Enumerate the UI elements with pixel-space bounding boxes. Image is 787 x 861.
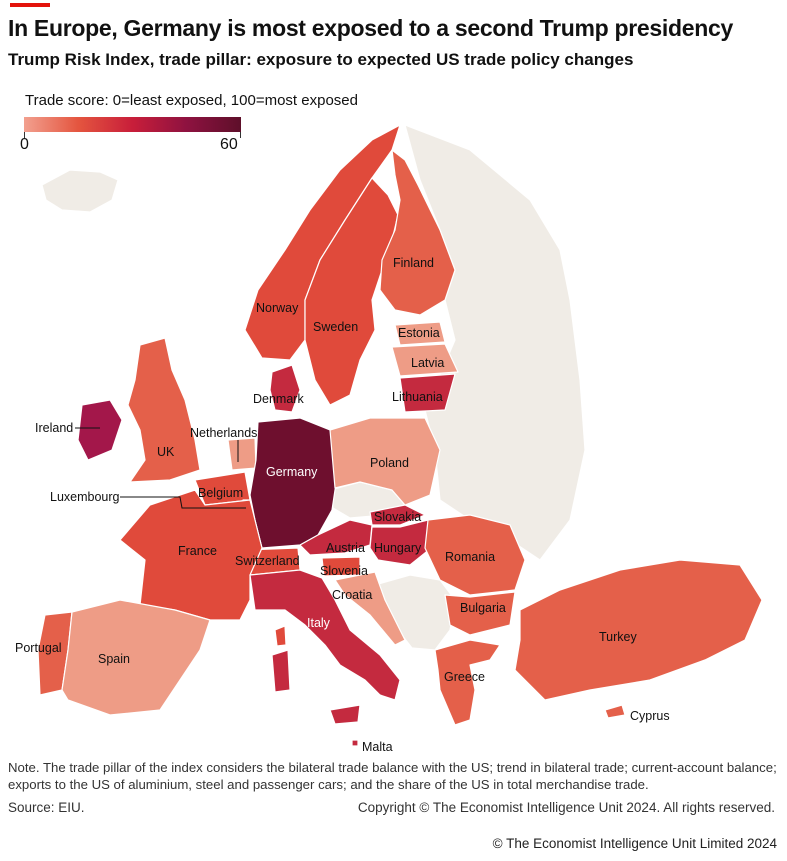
label-ireland: Ireland: [35, 421, 73, 435]
label-lithuania: Lithuania: [392, 390, 443, 404]
label-portugal: Portugal: [15, 641, 62, 655]
brand-accent-bar: [10, 3, 50, 7]
footer-credit: © The Economist Intelligence Unit Limite…: [492, 836, 777, 851]
region-italy: [249, 569, 401, 701]
label-luxembourg: Luxembourg: [50, 490, 120, 504]
region-slovakia: [369, 504, 426, 526]
region-spain: [61, 599, 211, 716]
label-belgium: Belgium: [198, 486, 243, 500]
label-germany: Germany: [266, 465, 318, 479]
legend-tick-min: [24, 132, 25, 138]
chart-source: Source: EIU.: [8, 800, 85, 815]
label-denmark: Denmark: [253, 392, 304, 406]
region-croatia: [334, 571, 406, 646]
region-ireland: [77, 399, 123, 461]
label-turkey: Turkey: [599, 630, 637, 644]
label-slovenia: Slovenia: [320, 564, 368, 578]
region-lithuania: [399, 373, 456, 413]
label-austria: Austria: [326, 541, 365, 555]
legend-title: Trade score: 0=least exposed, 100=most e…: [25, 92, 358, 109]
label-italy: Italy: [307, 616, 331, 630]
label-france: France: [178, 544, 217, 558]
chart-subtitle: Trump Risk Index, trade pillar: exposure…: [8, 50, 634, 69]
label-finland: Finland: [393, 256, 434, 270]
label-spain: Spain: [98, 652, 130, 666]
label-greece: Greece: [444, 670, 485, 684]
region-corsica: [274, 625, 287, 647]
label-latvia: Latvia: [411, 356, 444, 370]
label-bulgaria: Bulgaria: [460, 601, 506, 615]
chart-note: Note. The trade pillar of the index cons…: [8, 760, 777, 792]
label-slovakia: Slovakia: [374, 510, 421, 524]
region-estonia: [394, 321, 446, 346]
label-romania: Romania: [445, 550, 495, 564]
region-denmark: [269, 364, 301, 413]
region-turkey: [514, 559, 763, 701]
legend-max-label: 60: [220, 136, 238, 153]
region-poland: [329, 417, 441, 506]
legend-tick-max: [240, 132, 241, 138]
label-uk: UK: [157, 445, 175, 459]
label-cyprus: Cyprus: [630, 709, 670, 723]
region-cyprus: [604, 704, 626, 719]
legend-min-label: 0: [20, 136, 29, 153]
region-finland: [379, 149, 456, 316]
region-netherlands: [227, 437, 257, 471]
label-switzerland: Switzerland: [235, 554, 300, 568]
label-sweden: Sweden: [313, 320, 358, 334]
region-sardinia: [271, 649, 291, 693]
luxembourg-leader-line: [120, 496, 246, 509]
label-norway: Norway: [256, 301, 299, 315]
region-hungary: [369, 519, 436, 566]
label-malta: Malta: [362, 740, 393, 754]
label-estonia: Estonia: [398, 326, 440, 340]
region-latvia: [391, 343, 459, 377]
region-uk: [127, 337, 201, 483]
region-france: [119, 489, 263, 621]
region-romania: [424, 514, 526, 596]
legend-color-scale: [24, 117, 241, 132]
region-bulgaria: [444, 591, 516, 636]
region-malta: [351, 739, 359, 747]
label-croatia: Croatia: [332, 588, 372, 602]
chart-copyright: Copyright © The Economist Intelligence U…: [357, 800, 775, 815]
region-germany: [249, 417, 341, 549]
chart-title: In Europe, Germany is most exposed to a …: [8, 15, 733, 41]
label-netherlands: Netherlands: [190, 426, 257, 440]
label-poland: Poland: [370, 456, 409, 470]
region-greece: [434, 639, 501, 726]
region-sicily: [329, 704, 361, 725]
label-hungary: Hungary: [374, 541, 422, 555]
region-iceland: [41, 169, 119, 213]
